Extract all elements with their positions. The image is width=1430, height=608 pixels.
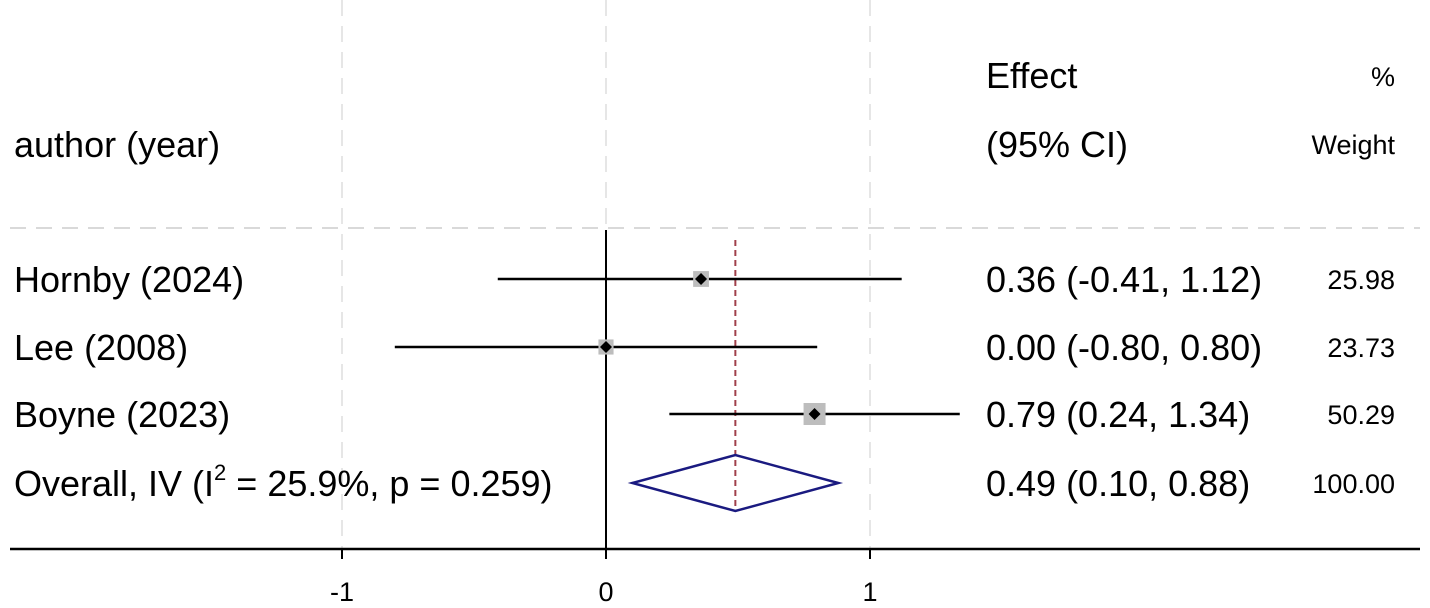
weight-column-header-line1: % xyxy=(1371,62,1395,92)
study-label: Boyne (2023) xyxy=(14,394,230,435)
x-axis: -1 0 1 xyxy=(10,547,1420,607)
overall-weight-text: 100.00 xyxy=(1312,469,1395,499)
study-weight-text: 25.98 xyxy=(1327,265,1395,295)
effect-column-header-line1: Effect xyxy=(986,55,1077,96)
overall-label: Overall, IV (I2 = 25.9%, p = 0.259) xyxy=(14,460,553,504)
point-estimate xyxy=(600,341,612,353)
plot-marks xyxy=(394,230,960,549)
study-weight-text: 23.73 xyxy=(1327,333,1395,363)
overall-label-suffix: = 25.9%, p = 0.259) xyxy=(226,463,552,504)
weight-column-header-line2: Weight xyxy=(1311,130,1395,160)
study-label: Lee (2008) xyxy=(14,327,188,368)
x-tick-label: 0 xyxy=(598,577,613,607)
study-weight-text: 50.29 xyxy=(1327,400,1395,430)
point-estimate xyxy=(695,273,708,285)
overall-diamond xyxy=(627,453,844,513)
row-labels: Hornby (2024) 0.36 (-0.41, 1.12) 25.98 Lee … xyxy=(14,259,1395,435)
x-tick-label: -1 xyxy=(330,577,354,607)
study-column-header: author (year) xyxy=(14,124,220,165)
study-label: Hornby (2024) xyxy=(14,259,244,300)
overall-label-prefix: Overall, IV (I xyxy=(14,463,214,504)
overall-label-sup: 2 xyxy=(214,460,226,485)
study-effect-text: 0.00 (-0.80, 0.80) xyxy=(986,327,1262,368)
effect-column-header-line2: (95% CI) xyxy=(986,124,1128,165)
point-estimate xyxy=(808,408,821,420)
study-effect-text: 0.36 (-0.41, 1.12) xyxy=(986,259,1262,300)
overall-effect-text: 0.49 (0.10, 0.88) xyxy=(986,463,1250,504)
study-effect-text: 0.79 (0.24, 1.34) xyxy=(986,394,1250,435)
x-tick-label: 1 xyxy=(862,577,877,607)
